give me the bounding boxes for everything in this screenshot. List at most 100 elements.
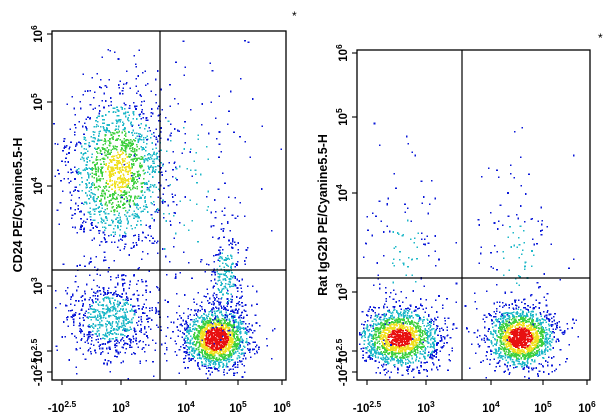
scatter-point	[182, 346, 185, 349]
scatter-point	[106, 324, 109, 326]
scatter-point	[138, 234, 140, 236]
scatter-point	[107, 130, 110, 132]
scatter-point	[113, 308, 116, 310]
scatter-point	[221, 248, 224, 251]
scatter-point	[204, 354, 207, 356]
scatter-point	[96, 142, 98, 145]
scatter-point	[113, 292, 115, 295]
scatter-point	[107, 168, 109, 171]
scatter-point	[122, 235, 124, 237]
scatter-point	[207, 293, 209, 295]
scatter-point	[126, 343, 128, 345]
scatter-point	[93, 237, 95, 240]
scatter-point	[206, 324, 209, 326]
scatter-point	[126, 311, 128, 313]
scatter-point	[102, 231, 105, 234]
scatter-point	[118, 171, 120, 174]
scatter-point	[180, 323, 183, 326]
scatter-point	[122, 320, 125, 323]
scatter-point	[73, 313, 75, 315]
scatter-point	[156, 70, 159, 72]
scatter-point	[225, 336, 227, 338]
scatter-point	[393, 349, 396, 352]
scatter-point	[217, 273, 220, 275]
scatter-point	[193, 343, 196, 346]
scatter-point	[180, 317, 182, 319]
scatter-point	[133, 352, 135, 354]
scatter-point	[137, 124, 140, 126]
scatter-point	[129, 344, 131, 346]
scatter-point	[225, 337, 227, 339]
scatter-point	[145, 204, 147, 206]
scatter-point	[245, 332, 248, 335]
scatter-point	[117, 294, 119, 296]
scatter-point	[217, 320, 220, 323]
scatter-point	[143, 155, 146, 157]
scatter-point	[198, 341, 200, 344]
scatter-point	[92, 108, 95, 111]
scatter-point	[215, 315, 217, 318]
scatter-point	[120, 178, 123, 180]
scatter-point	[234, 346, 237, 348]
scatter-point	[201, 350, 203, 353]
scatter-point	[434, 299, 437, 302]
scatter-point	[179, 323, 182, 326]
scatter-point	[389, 352, 391, 354]
scatter-point	[157, 196, 159, 199]
scatter-point	[209, 357, 211, 360]
scatter-point	[201, 345, 204, 347]
scatter-point	[212, 357, 214, 359]
scatter-point	[82, 294, 84, 297]
scatter-point	[196, 182, 198, 184]
scatter-point	[145, 289, 147, 292]
scatter-point	[185, 322, 188, 324]
scatter-point	[222, 278, 225, 281]
scatter-point	[168, 162, 171, 164]
scatter-point	[137, 316, 140, 319]
scatter-point	[147, 337, 149, 339]
scatter-point	[218, 143, 221, 146]
scatter-point	[142, 116, 144, 119]
scatter-point	[216, 137, 218, 140]
scatter-point	[112, 148, 114, 150]
scatter-point	[217, 344, 219, 346]
scatter-point	[167, 138, 169, 141]
scatter-point	[144, 137, 147, 139]
scatter-point	[128, 287, 130, 290]
scatter-point	[105, 328, 108, 331]
scatter-point	[114, 344, 116, 346]
scatter-point	[240, 290, 243, 293]
scatter-point	[224, 331, 227, 334]
scatter-point	[90, 168, 92, 170]
scatter-point	[166, 274, 168, 276]
scatter-point	[217, 340, 219, 343]
scatter-point	[94, 194, 97, 196]
scatter-point	[124, 115, 127, 118]
scatter-point	[164, 200, 166, 203]
scatter-point	[198, 338, 200, 340]
scatter-point	[375, 327, 378, 329]
left-corner-mark: *	[292, 9, 297, 23]
scatter-point	[112, 206, 115, 208]
scatter-point	[214, 199, 216, 201]
scatter-point	[229, 90, 232, 93]
scatter-point	[229, 334, 232, 336]
scatter-point	[217, 280, 219, 282]
scatter-point	[416, 347, 419, 349]
scatter-point	[118, 303, 121, 306]
scatter-point	[214, 368, 216, 370]
scatter-point	[147, 317, 150, 320]
scatter-point	[118, 134, 120, 137]
scatter-point	[409, 323, 411, 325]
scatter-point	[422, 318, 424, 321]
scatter-point	[207, 190, 209, 193]
scatter-point	[186, 340, 189, 342]
scatter-point	[123, 279, 125, 281]
scatter-point	[389, 333, 391, 336]
scatter-point	[370, 339, 372, 342]
scatter-point	[235, 308, 237, 311]
scatter-point	[230, 285, 233, 287]
scatter-point	[266, 338, 268, 340]
scatter-point	[122, 183, 124, 185]
scatter-point	[122, 169, 124, 172]
